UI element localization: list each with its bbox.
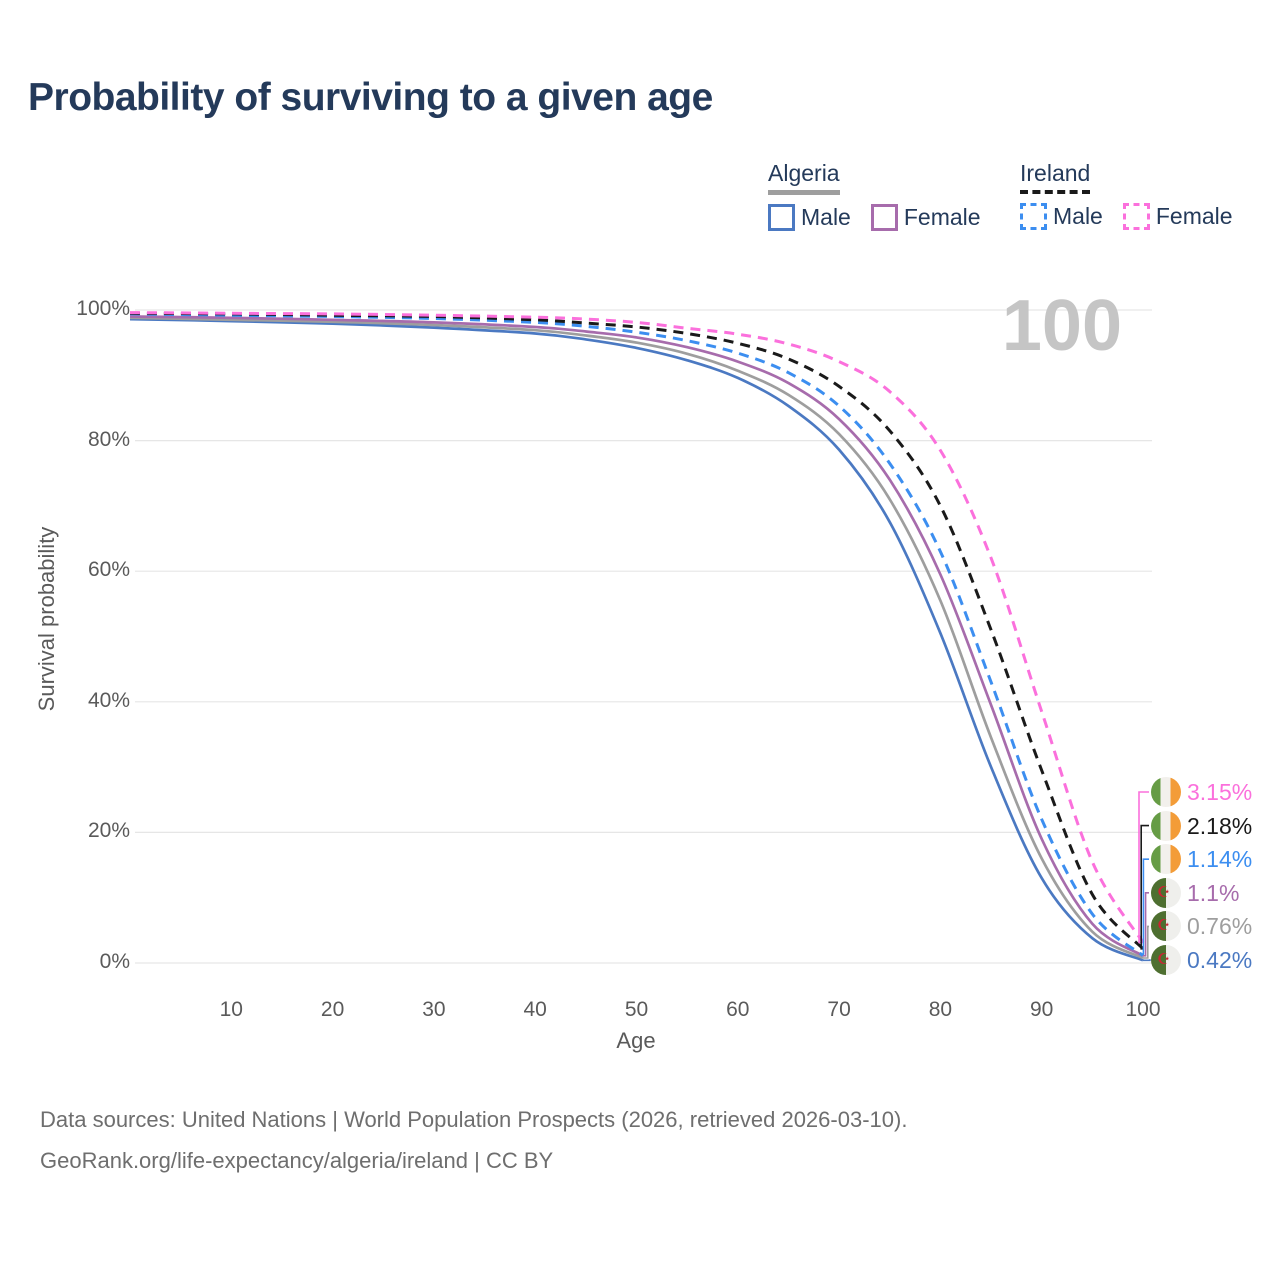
label-connector (1140, 824, 1149, 950)
y-axis-tick-label: 80% (87, 427, 130, 451)
ireland-flag-icon (1151, 777, 1181, 807)
x-axis-tick-label: 20 (320, 998, 345, 1021)
x-axis-tick-label: 30 (422, 998, 446, 1021)
series-end-value-label: 3.15% (1187, 779, 1253, 805)
y-axis-tick-label: 100% (76, 297, 130, 320)
legend-item-algeria-female[interactable]: Female (870, 204, 981, 231)
y-axis-tick-label: 40% (87, 688, 130, 712)
legend-items-ireland: Male Female (1020, 203, 1233, 230)
age-counter-watermark: 100 (1001, 286, 1122, 366)
page-title: Probability of surviving to a given age (28, 76, 713, 119)
x-axis-tick-label: 70 (827, 998, 851, 1021)
curve-algeria-both[interactable] (129, 316, 1144, 960)
curve-algeria-female[interactable] (129, 315, 1144, 957)
legend-item-label: Female (1155, 203, 1233, 229)
x-axis-tick-label: 80 (928, 998, 953, 1021)
label-connector (1143, 892, 1149, 957)
legend-item-algeria-male[interactable]: Male (768, 204, 851, 231)
x-axis-tick-label: 10 (219, 998, 243, 1021)
x-axis-tick-label: 50 (624, 998, 649, 1021)
legend-item-label: Female (903, 204, 981, 230)
y-axis-tick-label: 0% (99, 950, 130, 973)
legend-item-ireland-female[interactable]: Female (1122, 203, 1233, 230)
series-end-value-label: 0.42% (1187, 947, 1253, 973)
series-end-value-label: 2.18% (1187, 812, 1253, 839)
ireland-flag-icon (1151, 844, 1181, 875)
legend-item-ireland-male[interactable]: Male (1020, 203, 1103, 230)
curve-ireland-both[interactable] (129, 311, 1145, 950)
legend-item-label: Male (801, 204, 851, 230)
ireland-flag-icon (1151, 810, 1181, 841)
algeria-flag-icon: ☪ (1151, 877, 1181, 908)
x-axis-tick-label: 40 (523, 998, 547, 1021)
x-axis-title: Age (616, 1028, 656, 1053)
x-axis-tick-label: 60 (726, 998, 750, 1021)
y-axis-title: Survival probability (34, 526, 59, 712)
crescent-star-icon: ☪ (1157, 951, 1171, 968)
legend-country-ireland[interactable]: Ireland (1020, 160, 1091, 194)
curve-ireland-male[interactable] (129, 312, 1144, 957)
legend-group-algeria: Algeria Male Female (768, 160, 981, 231)
ireland-male-swatch-icon (1020, 203, 1047, 230)
crescent-star-icon: ☪ (1157, 883, 1171, 901)
data-sources-line: Data sources: United Nations | World Pop… (40, 1107, 908, 1132)
series-end-value-label: 0.76% (1187, 913, 1253, 940)
x-axis-tick-label: 100 (1125, 998, 1161, 1021)
legend-country-algeria[interactable]: Algeria (768, 160, 840, 195)
data-sources: Data sources: United Nations | World Pop… (40, 1100, 907, 1181)
crescent-star-icon: ☪ (1157, 917, 1171, 935)
series-end-value-label: 1.14% (1187, 846, 1253, 873)
data-sources-line: GeoRank.org/life-expectancy/algeria/irel… (40, 1147, 554, 1173)
x-axis-tick-label: 90 (1030, 998, 1054, 1021)
y-axis-tick-label: 20% (87, 819, 130, 843)
algeria-flag-icon: ☪ (1151, 911, 1181, 942)
legend-item-label: Male (1053, 203, 1103, 229)
algeria-male-swatch-icon (768, 204, 795, 231)
series-end-value-label: 1.1% (1187, 879, 1240, 906)
curve-algeria-male[interactable] (129, 317, 1144, 962)
algeria-flag-icon: ☪ (1151, 945, 1181, 975)
algeria-female-swatch-icon (870, 204, 898, 231)
y-axis-tick-label: 60% (87, 558, 130, 582)
label-connector (1143, 925, 1149, 959)
ireland-female-swatch-icon (1122, 203, 1150, 230)
curve-ireland-female[interactable] (129, 311, 1145, 944)
legend-items-algeria: Male Female (768, 204, 981, 231)
legend-group-ireland: Ireland Male Female (1020, 160, 1233, 230)
